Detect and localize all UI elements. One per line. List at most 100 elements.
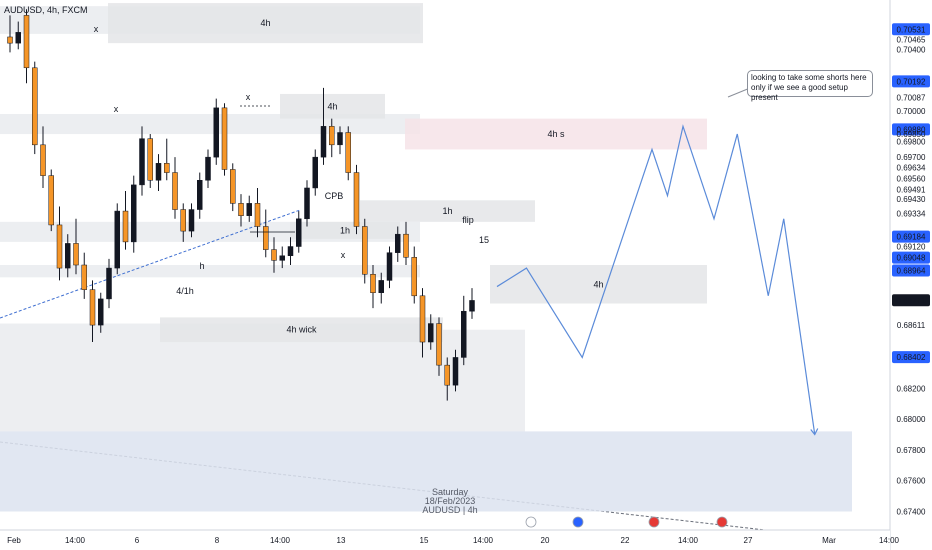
annotation-label: x	[321, 130, 326, 140]
candle-body[interactable]	[246, 203, 252, 216]
candle-body[interactable]	[98, 298, 104, 326]
candle-body[interactable]	[40, 144, 46, 176]
candle-body[interactable]	[197, 180, 203, 210]
candle-body[interactable]	[337, 132, 343, 146]
economic-event-icon[interactable]	[572, 516, 584, 528]
candle-body[interactable]	[287, 246, 294, 257]
candle-body[interactable]	[48, 175, 54, 226]
candle-body[interactable]	[254, 203, 261, 227]
economic-event-icon[interactable]	[716, 516, 728, 528]
candle-body[interactable]	[271, 249, 277, 261]
candle-body[interactable]	[411, 257, 417, 297]
candle-body[interactable]	[419, 295, 426, 343]
price-tick-label: 0.69560	[897, 175, 926, 184]
time-tick-label: Feb	[7, 536, 21, 545]
candle-body[interactable]	[172, 172, 178, 210]
price-tick-label: 0.68771	[897, 296, 926, 305]
candle-body[interactable]	[188, 209, 195, 232]
annotation-label: x	[94, 24, 99, 34]
session-band	[0, 265, 420, 278]
price-tick-label: 0.70531	[897, 25, 926, 34]
zone-label: 4h	[327, 101, 337, 111]
candle-body[interactable]	[428, 323, 434, 343]
candle-body[interactable]	[205, 156, 211, 181]
candle-body[interactable]	[263, 226, 269, 250]
zone-zone	[160, 317, 443, 343]
price-tick-label: 0.69120	[897, 243, 926, 252]
time-tick-label: 27	[744, 536, 753, 545]
price-tick-label: 0.69700	[897, 153, 926, 162]
candle-body[interactable]	[15, 32, 21, 44]
candle-body[interactable]	[139, 138, 145, 186]
candle-body[interactable]	[147, 138, 153, 181]
candle-body[interactable]	[155, 163, 162, 181]
candle-body[interactable]	[106, 267, 112, 300]
price-tag	[892, 251, 930, 264]
price-tick-label: 0.70400	[897, 45, 926, 54]
candle-body[interactable]	[378, 280, 384, 293]
zone-label: 1h	[340, 225, 350, 235]
candle-body[interactable]	[436, 323, 442, 366]
candle-body[interactable]	[23, 15, 30, 69]
price-tick-label: 0.67800	[897, 446, 926, 455]
candle-body[interactable]	[65, 243, 71, 269]
economic-event-icon[interactable]	[525, 516, 537, 528]
time-tick-label: 14:00	[270, 536, 291, 545]
candle-body[interactable]	[213, 107, 219, 158]
price-tick-label: 0.69184	[897, 233, 926, 242]
candle-body[interactable]	[461, 310, 467, 358]
annotation-label: 15	[479, 235, 489, 245]
candle-body[interactable]	[89, 289, 96, 326]
candle-body[interactable]	[180, 209, 186, 232]
economic-event-icon[interactable]	[648, 516, 660, 528]
price-tick-label: 0.68402	[897, 353, 926, 362]
watermark-day: Saturday	[432, 487, 469, 497]
candle-body[interactable]	[56, 224, 63, 269]
time-axis-background	[0, 530, 890, 550]
candle-body[interactable]	[395, 233, 401, 253]
candle-body[interactable]	[353, 172, 360, 227]
candle-body[interactable]	[7, 36, 13, 44]
time-tick-label: 15	[420, 536, 429, 545]
zone-label: 4h wick	[286, 325, 317, 335]
time-tick-label: 14:00	[65, 536, 86, 545]
candle-body[interactable]	[312, 156, 318, 189]
candle-body[interactable]	[164, 163, 170, 173]
candle-body[interactable]	[403, 233, 409, 258]
candle-body[interactable]	[238, 203, 244, 216]
price-tag	[892, 351, 930, 364]
candle-body[interactable]	[304, 187, 310, 220]
annotation-label: flip	[462, 215, 474, 225]
candle-body[interactable]	[122, 210, 129, 243]
candle-body[interactable]	[221, 107, 228, 170]
candle-body[interactable]	[469, 300, 475, 312]
candle-body[interactable]	[73, 243, 79, 266]
candle-body[interactable]	[296, 218, 302, 247]
callout-pointer	[727, 87, 751, 98]
zone-zone	[280, 93, 385, 119]
price-tag	[892, 75, 930, 88]
price-tick-label: 0.67600	[897, 477, 926, 486]
candle-body[interactable]	[81, 264, 87, 290]
candle-body[interactable]	[131, 184, 137, 243]
candle-body[interactable]	[345, 132, 351, 173]
time-tick-label: 14:00	[473, 536, 494, 545]
candle-body[interactable]	[320, 126, 327, 158]
candle-body[interactable]	[386, 252, 393, 281]
candle-body[interactable]	[370, 273, 376, 293]
time-tick-label: 14:00	[879, 536, 900, 545]
candle-body[interactable]	[230, 169, 236, 204]
candle-body[interactable]	[362, 226, 368, 275]
candle-body[interactable]	[279, 255, 285, 261]
projection-arrowhead	[810, 428, 819, 436]
annotation-label: 4/1h	[176, 286, 194, 296]
candle-body[interactable]	[32, 67, 38, 146]
candle-body[interactable]	[444, 364, 450, 386]
candle-body[interactable]	[452, 357, 459, 386]
zone-demand	[0, 431, 852, 512]
candle-body[interactable]	[329, 126, 335, 146]
watermark-instrument: AUDUSD | 4h	[422, 505, 477, 515]
candle-body[interactable]	[114, 210, 120, 269]
price-tick-label: 0.68000	[897, 415, 926, 424]
